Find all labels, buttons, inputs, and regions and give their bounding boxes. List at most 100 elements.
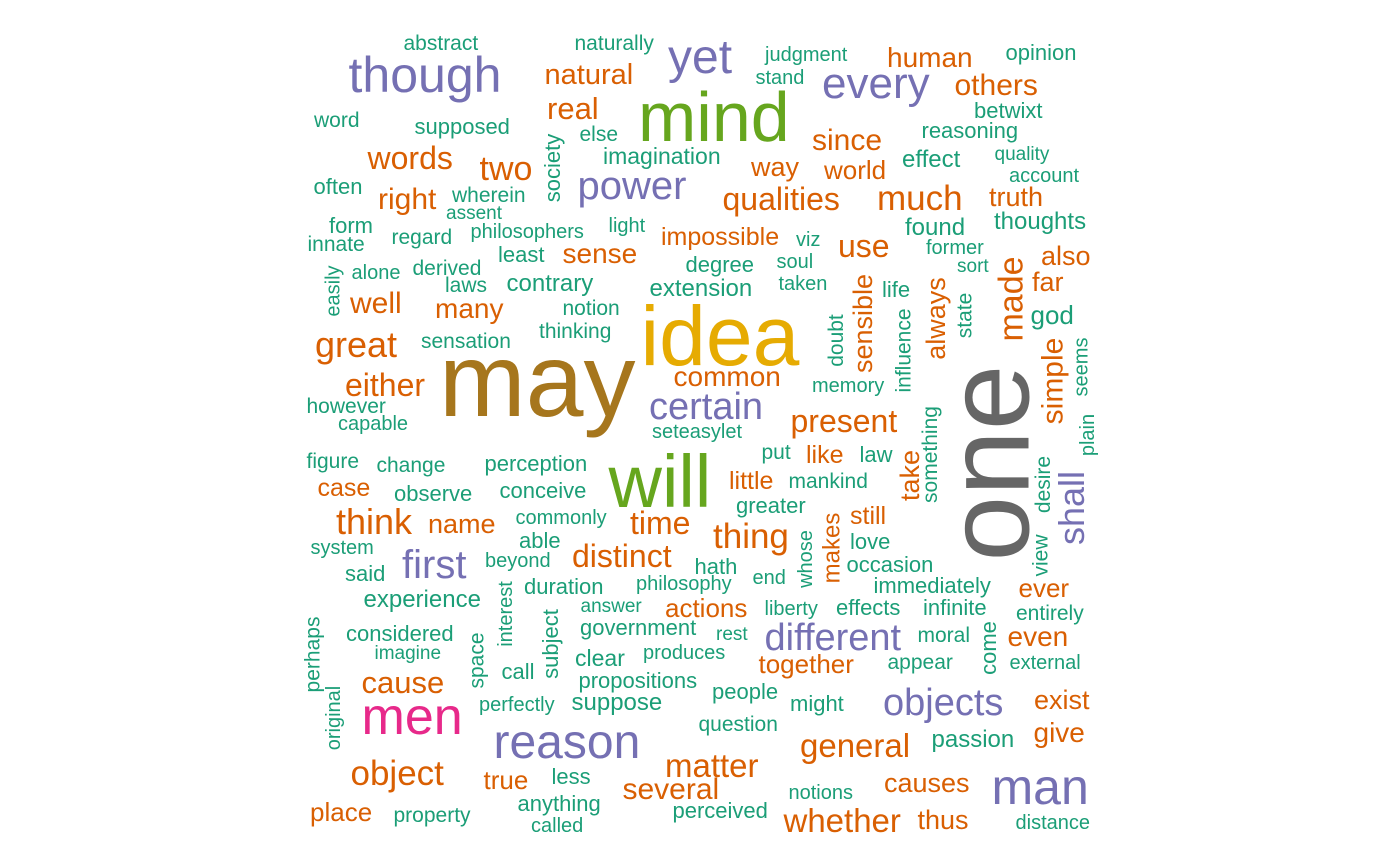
word-perfectly: perfectly xyxy=(479,694,555,716)
word-something: something xyxy=(918,405,942,503)
word-life: life xyxy=(882,277,911,302)
word-case: case xyxy=(317,473,371,502)
word-sort: sort xyxy=(957,255,989,277)
word-plain: plain xyxy=(1077,413,1100,457)
word-general: general xyxy=(800,726,911,764)
word-idea: idea xyxy=(640,289,800,383)
word-effect: effect xyxy=(902,146,961,173)
word-thing: thing xyxy=(713,516,789,556)
word-derived: derived xyxy=(412,256,482,280)
word-may: may xyxy=(439,323,636,439)
word-considered: considered xyxy=(346,621,454,646)
word-makes: makes xyxy=(817,512,845,584)
word-capable: capable xyxy=(338,413,409,435)
word-duration: duration xyxy=(524,574,604,599)
word-occasion: occasion xyxy=(846,552,934,577)
word-form: form xyxy=(329,213,373,238)
word-object: object xyxy=(350,753,444,793)
word-yet: yet xyxy=(668,31,733,84)
word-immediately: immediately xyxy=(873,573,991,598)
word-figure: figure xyxy=(306,449,360,473)
word-end: end xyxy=(752,567,786,589)
word-far: far xyxy=(1032,266,1064,297)
word-external: external xyxy=(1009,652,1081,674)
word-distance: distance xyxy=(1015,812,1091,834)
word-world: world xyxy=(824,155,887,185)
word-least: least xyxy=(498,242,545,267)
word-mind: mind xyxy=(638,78,790,156)
word-conceive: conceive xyxy=(499,478,587,503)
word-first: first xyxy=(402,543,467,587)
word-anything: anything xyxy=(517,791,601,816)
word-sense: sense xyxy=(562,238,638,269)
word-like: like xyxy=(806,440,844,469)
word-society: society xyxy=(540,133,566,203)
word-change: change xyxy=(376,453,446,477)
word-beyond: beyond xyxy=(485,550,551,572)
word-use: use xyxy=(838,228,890,264)
word-question: question xyxy=(698,712,778,736)
word-right: right xyxy=(378,183,437,216)
word-made: made xyxy=(992,256,1031,342)
word-little: little xyxy=(729,466,774,495)
word-produces: produces xyxy=(643,642,726,664)
word-truth: truth xyxy=(989,181,1044,212)
word-liberty: liberty xyxy=(764,598,818,620)
word-exist: exist xyxy=(1034,684,1090,715)
word-former: former xyxy=(926,237,984,259)
word-name: name xyxy=(428,508,496,539)
word-mankind: mankind xyxy=(788,469,868,493)
word-observe: observe xyxy=(394,481,473,506)
word-distinct: distinct xyxy=(572,538,672,574)
word-naturally: naturally xyxy=(574,31,654,55)
word-state: state xyxy=(953,292,977,338)
word-assent: assent xyxy=(446,202,502,224)
word-degree: degree xyxy=(685,252,755,277)
word-wherein: wherein xyxy=(452,183,526,207)
word-less: less xyxy=(551,764,591,789)
word-god: god xyxy=(1030,300,1074,330)
word-put: put xyxy=(761,440,791,464)
word-reasoning: reasoning xyxy=(921,118,1019,143)
word-different: different xyxy=(764,617,902,659)
word-think: think xyxy=(336,501,413,542)
word-time: time xyxy=(630,505,691,541)
word-whether: whether xyxy=(783,801,901,839)
word-entirely: entirely xyxy=(1016,601,1084,625)
word-several: several xyxy=(622,773,720,806)
word-suppose: suppose xyxy=(571,689,663,716)
word-come: come xyxy=(975,621,1001,675)
word-desire: desire xyxy=(1031,455,1055,513)
word-true: true xyxy=(483,765,529,795)
word-others: others xyxy=(954,69,1038,102)
word-great: great xyxy=(315,324,398,365)
word-present: present xyxy=(790,403,898,439)
word-will: will xyxy=(608,440,712,523)
word-cause: cause xyxy=(361,664,445,700)
word-extension: extension xyxy=(649,275,753,302)
word-ever: ever xyxy=(1018,573,1070,603)
word-philosophers: philosophers xyxy=(470,221,584,243)
word-easily: easily xyxy=(322,265,345,317)
word-thoughts: thoughts xyxy=(994,208,1087,235)
word-thinking: thinking xyxy=(539,319,612,343)
word-give: give xyxy=(1033,717,1085,748)
word-regard: regard xyxy=(391,225,453,249)
word-objects: objects xyxy=(883,682,1004,724)
word-many: many xyxy=(435,293,504,324)
word-original: original xyxy=(323,685,346,751)
word-seems: seems xyxy=(1069,337,1092,397)
word-commonly: commonly xyxy=(515,507,607,529)
word-judgment: judgment xyxy=(765,44,848,66)
word-every: every xyxy=(822,59,930,108)
word-natural: natural xyxy=(544,58,634,91)
word-answer: answer xyxy=(580,595,642,617)
word-still: still xyxy=(850,501,887,530)
word-contrary: contrary xyxy=(506,270,594,297)
word-passion: passion xyxy=(931,726,1015,753)
word-soul: soul xyxy=(776,251,814,273)
word-quality: quality xyxy=(994,143,1050,165)
word-experience: experience xyxy=(363,586,481,613)
word-way: way xyxy=(751,151,800,182)
